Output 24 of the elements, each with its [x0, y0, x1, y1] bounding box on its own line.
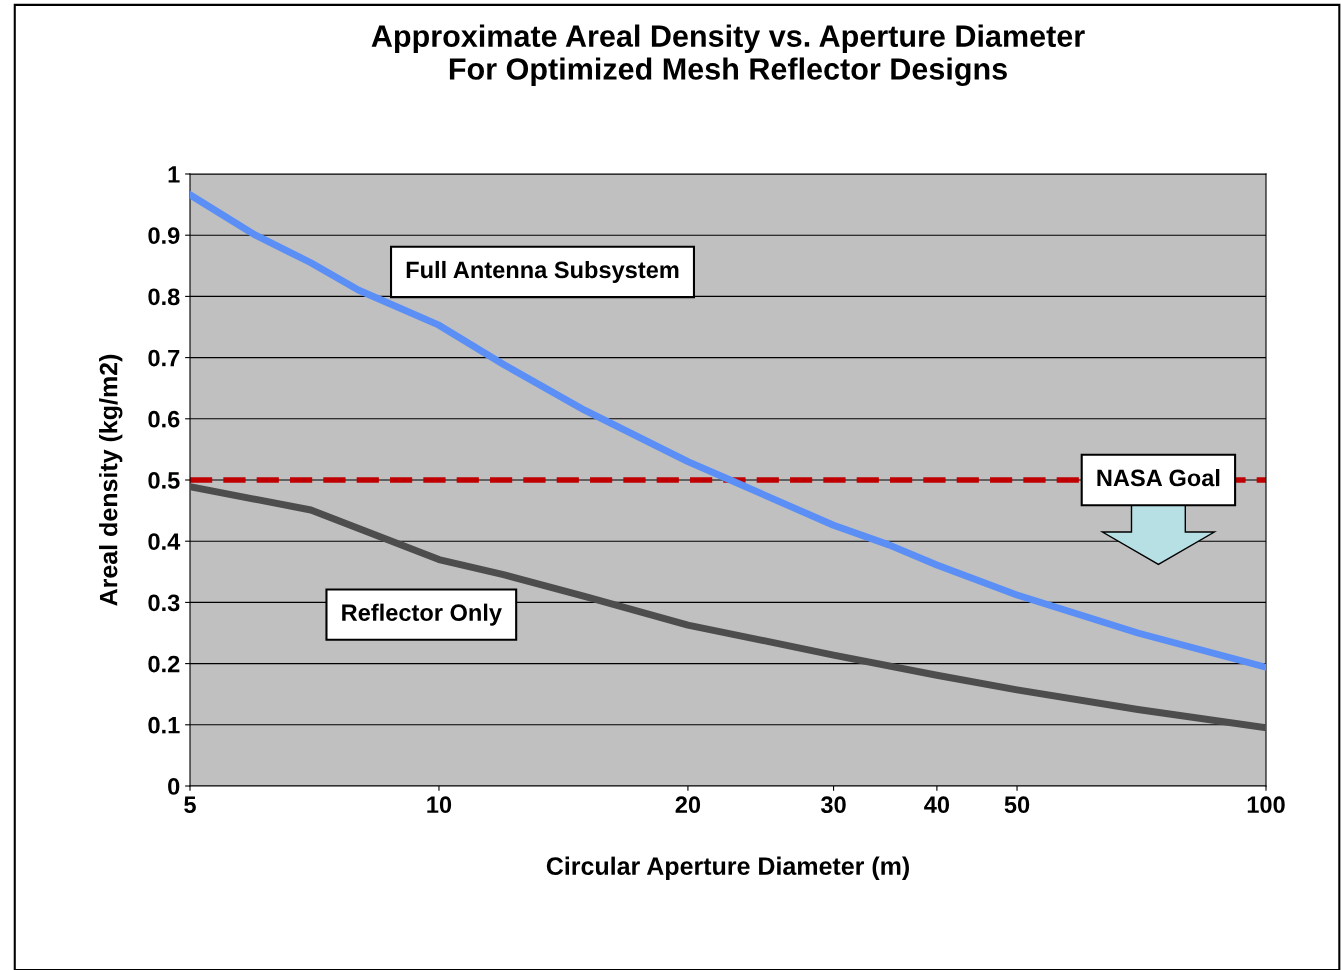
x-axis-title: Circular Aperture Diameter (m): [546, 856, 909, 880]
chart-title: Approximate Areal Density vs. Aperture Diameter For Optimized Mesh Reflector Designs: [371, 24, 1085, 87]
y-tick-label: 0.8: [148, 288, 180, 306]
y-tick-label: 0.3: [148, 594, 180, 612]
series-label: Reflector Only: [342, 603, 502, 626]
y-tick-label: 0.1: [148, 716, 180, 734]
x-tick-label: 10: [427, 796, 452, 814]
y-tick-label: 0.5: [148, 472, 180, 489]
x-tick-label: 30: [820, 796, 846, 814]
y-tick-label: 0.2: [148, 655, 180, 673]
x-tick-label: 40: [924, 796, 950, 814]
x-tick-label: 100: [1247, 796, 1285, 814]
y-tick-label: 0: [168, 778, 180, 795]
y-axis-title: Areal density (kg/m2): [99, 354, 123, 606]
ref-line-label: NASA Goal: [1097, 468, 1220, 487]
y-tick-label: 0.6: [148, 410, 180, 428]
x-tick-label: 5: [184, 796, 196, 814]
y-tick-label: 0.9: [148, 227, 180, 244]
x-tick-label: 50: [1004, 796, 1030, 814]
x-tick-label: 20: [675, 796, 701, 814]
y-tick-label: 1: [168, 166, 180, 183]
series-label: Full Antenna Subsystem: [406, 260, 679, 283]
y-tick-label: 0.4: [148, 533, 181, 550]
y-tick-label: 0.7: [148, 349, 180, 367]
